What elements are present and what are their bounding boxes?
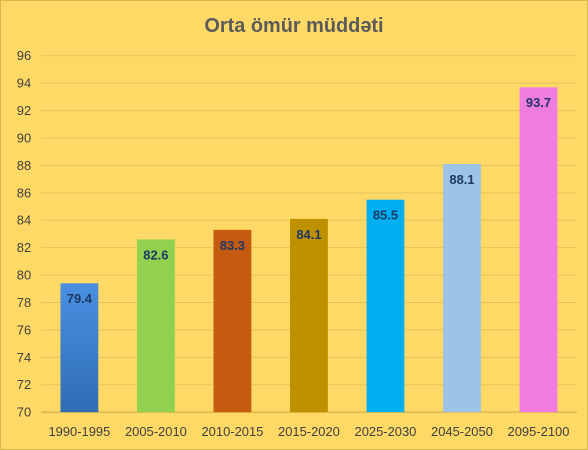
- y-tick-label: 72: [17, 377, 31, 392]
- chart-title: Orta ömür müddəti: [204, 15, 383, 37]
- data-label: 88.1: [449, 172, 474, 187]
- data-label: 83.3: [220, 238, 245, 253]
- x-tick-label: 2025-2030: [355, 424, 417, 439]
- bar-2045-2050: [443, 164, 481, 413]
- y-tick-label: 96: [17, 48, 31, 63]
- bar-2095-2100: [519, 87, 558, 413]
- data-label: 85.5: [373, 208, 398, 223]
- y-axis: 70 72 74 76 78 80 82 84 86 88 90 92 94 96: [17, 48, 31, 419]
- y-tick-label: 88: [17, 158, 31, 173]
- y-tick-label: 86: [17, 185, 31, 200]
- y-tick-label: 92: [17, 103, 31, 118]
- bar-2025-2030: [366, 199, 405, 413]
- y-tick-label: 80: [17, 268, 31, 283]
- data-labels: 79.4 82.6 83.3 84.1 85.5 88.1 93.7: [67, 95, 551, 306]
- bar-2010-2015: [213, 229, 252, 413]
- y-tick-label: 74: [17, 350, 31, 365]
- data-label: 84.1: [296, 227, 321, 242]
- x-tick-label: 1990-1995: [48, 424, 110, 439]
- bar-2005-2010: [136, 239, 175, 413]
- y-tick-label: 78: [17, 295, 31, 310]
- bar-1990-1995: [60, 283, 99, 413]
- x-axis: 1990-1995 2005-2010 2010-2015 2015-2020 2025…: [48, 424, 569, 439]
- bars: [60, 87, 558, 413]
- x-tick-label: 2005-2010: [125, 424, 187, 439]
- x-tick-label: 2015-2020: [278, 424, 340, 439]
- y-tick-label: 70: [17, 405, 31, 420]
- x-tick-label: 2095-2100: [508, 424, 570, 439]
- y-tick-label: 76: [17, 322, 31, 337]
- data-label: 79.4: [67, 291, 93, 306]
- x-tick-label: 2010-2015: [201, 424, 263, 439]
- data-label: 93.7: [526, 95, 551, 110]
- data-label: 82.6: [143, 247, 168, 262]
- y-tick-label: 84: [17, 213, 31, 228]
- x-tick-label: 2045-2050: [431, 424, 493, 439]
- y-tick-label: 90: [17, 130, 31, 145]
- bar-2015-2020: [290, 218, 328, 413]
- y-tick-label: 82: [17, 240, 31, 255]
- y-tick-label: 94: [17, 76, 31, 91]
